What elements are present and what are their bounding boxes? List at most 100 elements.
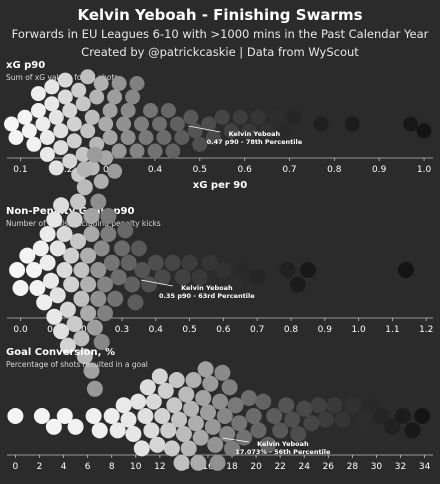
panel-3-player-point [362, 397, 379, 414]
panel-3-player-point [192, 429, 209, 446]
panel-1-player-point [44, 96, 60, 112]
panel-2-player-point [215, 262, 232, 278]
panel-1-player-point [57, 89, 73, 105]
panel-3-tick-label: 6 [85, 462, 91, 472]
panel-2-tick-label: 0.5 [182, 325, 196, 335]
panel-3-player-point [296, 400, 313, 417]
panel-1-player-point [4, 116, 19, 132]
panel-2-player-point [19, 247, 36, 264]
panel-2-highlight-arrow [140, 279, 173, 287]
panel-2-tick-label: 0.9 [318, 325, 333, 335]
panel-3-player-point [115, 397, 132, 414]
panel-2-player-point [110, 269, 127, 286]
panel-1-player-point [66, 116, 82, 132]
panel-1-player-point [21, 123, 37, 139]
panel-2-player-point [181, 254, 198, 271]
panel-1-player-point [111, 76, 127, 91]
panel-2-player-point [32, 240, 49, 257]
panel-2-player-point [86, 319, 103, 336]
panel-2-player-point [39, 226, 56, 242]
panel-2-player-point [73, 330, 90, 347]
panel-3-tick-label: 24 [299, 462, 311, 472]
panel-1-player-point [138, 130, 154, 145]
panel-1-player-point [156, 130, 172, 145]
panel-2-player-point [100, 208, 117, 224]
panel-3-player-point [166, 397, 183, 414]
panel-2-player-point [46, 308, 63, 325]
panel-1-player-point [313, 116, 329, 132]
panel-2-player-point [114, 240, 130, 257]
panel-1-player-point [187, 123, 203, 139]
panel-2-player-point [63, 247, 80, 264]
panel-1-player-point [232, 109, 248, 125]
panel-3-tick-label: 4 [61, 462, 67, 472]
panel-1-player-point [201, 116, 217, 132]
panel-1-player-point [39, 146, 55, 162]
panel-2-player-point [63, 276, 80, 293]
panel-3-player-point [216, 408, 233, 424]
panel-3-title: Goal Conversion, % [6, 347, 115, 358]
panel-2-player-point [73, 290, 90, 307]
panel-3-player-point [404, 422, 421, 439]
panel-3-player-point [240, 390, 257, 406]
panel-3-player-point [278, 397, 295, 414]
panel-2-player-point [49, 240, 66, 257]
panel-3-player-point [91, 422, 108, 439]
panel-1-player-point [17, 109, 33, 125]
panel-3-player-point [384, 418, 401, 435]
panel-1-player-point [223, 123, 239, 139]
panel-3-player-point [272, 422, 289, 439]
panel-3-player-point [317, 411, 334, 428]
panel-3-player-point [120, 411, 137, 428]
panel-2-player-point [100, 226, 117, 242]
panel-3-player-point [197, 361, 214, 378]
panel-1-tick-label: 1.0 [417, 165, 432, 175]
panel-1-tick-label: 0.9 [372, 165, 387, 175]
panel-3-subtitle: Percentage of shots resulted in a goal [6, 360, 148, 369]
panel-3-player-point [133, 440, 150, 457]
panel-3-tick-label: 16 [202, 462, 214, 472]
panel-1-player-point [107, 89, 123, 105]
panel-3-player-point [180, 440, 197, 457]
panel-3-player-point [202, 375, 219, 392]
panel-3-player-point [125, 426, 142, 442]
panel-1-player-point [66, 133, 82, 149]
panel-3-player-point [168, 372, 185, 388]
panel-1-player-point [30, 86, 46, 102]
panel-3-player-point [224, 440, 240, 457]
panel-1-player-point [93, 76, 109, 91]
panel-2-player-point [56, 226, 73, 242]
panel-3-player-point [200, 404, 216, 421]
panel-1-player-point [259, 123, 275, 139]
panel-3-player-point [178, 386, 195, 403]
panel-1-player-point [89, 89, 105, 105]
panel-3-player-point [214, 364, 231, 381]
panel-1-player-point [116, 116, 132, 132]
panel-3-player-point [7, 408, 24, 424]
panel-1-tick-label: 0.1 [13, 165, 27, 175]
panel-3-player-point [139, 379, 156, 396]
panel-3-tick-label: 22 [274, 462, 285, 472]
panel-1-player-point [183, 109, 199, 125]
panel-3-player-point [310, 397, 327, 414]
panel-1-player-point [102, 103, 118, 118]
panel-3-highlight-name: Kelvin Yeboah [257, 440, 309, 448]
panel-3-player-point [266, 408, 283, 424]
panel-1-tick-label: 0.7 [282, 165, 296, 175]
panel-3-tick-label: 32 [395, 462, 406, 472]
panel-2-player-point [80, 305, 97, 322]
panel-2-player-point [93, 240, 110, 257]
panel-2-player-point [12, 280, 29, 296]
panel-3-player-point [185, 372, 202, 388]
panel-2-player-point [49, 287, 66, 304]
panel-2-tick-label: 0.4 [149, 325, 164, 335]
panel-3-player-point [154, 408, 171, 424]
panel-1-player-point [102, 130, 118, 145]
panel-2-player-point [134, 262, 151, 278]
panel-3-tick-label: 0 [13, 462, 19, 472]
panel-3-player-point [284, 411, 301, 428]
panel-2-player-point [90, 193, 107, 210]
panel-2-player-point [59, 337, 76, 354]
panel-1-tick-label: 0.4 [148, 165, 163, 175]
panel-3-player-point [145, 393, 162, 410]
